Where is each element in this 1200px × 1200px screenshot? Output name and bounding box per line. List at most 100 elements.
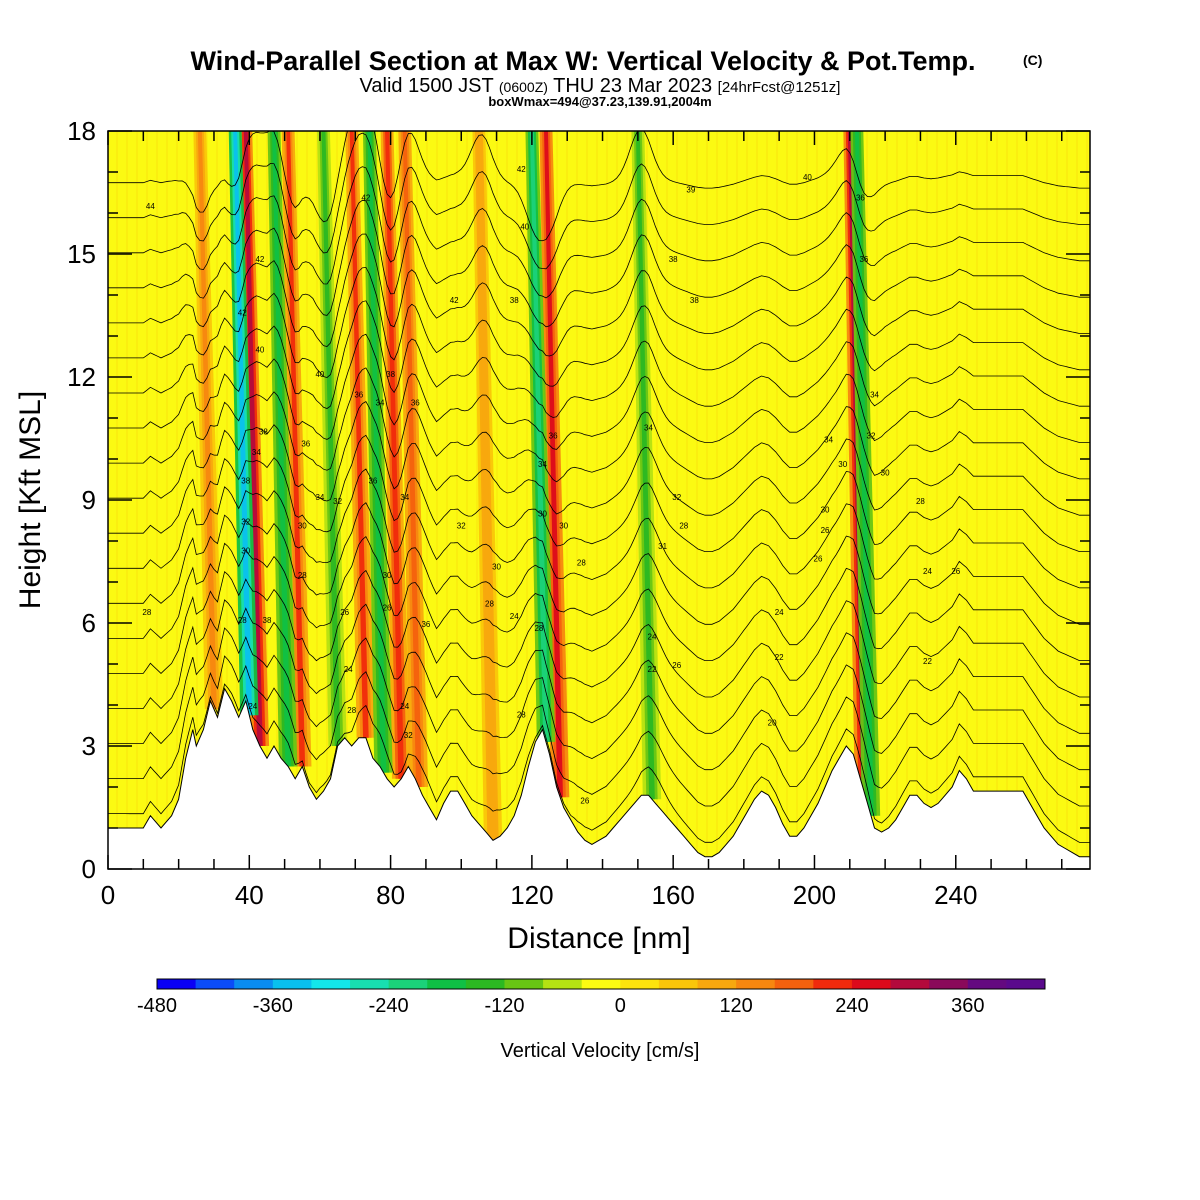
contour-label: 24 [248, 702, 257, 711]
contour-label: 30 [298, 522, 307, 531]
updraft-band [197, 131, 217, 710]
contour-label: 28 [517, 710, 526, 719]
contour-label: 38 [386, 370, 395, 379]
colorbar-swatch [851, 979, 892, 989]
contour-label: 22 [923, 657, 932, 666]
downdraft-band [272, 131, 291, 767]
theta-contour-line [108, 199, 1090, 328]
contour-label: 28 [485, 600, 494, 609]
contour-label: 44 [146, 202, 155, 211]
contour-label: 34 [376, 399, 385, 408]
contour-label: 40 [803, 173, 812, 182]
colorbar-swatch [272, 979, 312, 989]
theta-contour-line [108, 683, 1090, 843]
x-tick-label: 0 [101, 880, 115, 910]
contour-label: 40 [315, 370, 324, 379]
theta-contour-line [108, 233, 1090, 357]
contour-label: 24 [400, 702, 409, 711]
contour-label: 42 [361, 194, 370, 203]
contour-label: 28 [534, 624, 543, 633]
y-tick-label: 0 [82, 854, 96, 884]
contour-label: 26 [814, 555, 823, 564]
contour-label: 24 [648, 632, 657, 641]
contour-label: 26 [821, 526, 830, 535]
colorbar-swatch [697, 979, 737, 989]
contour-label: 34 [315, 493, 324, 502]
colorbar-swatch [427, 979, 467, 989]
contour-label: 36 [421, 620, 430, 629]
x-tick-label: 40 [235, 880, 264, 910]
chart-title: Wind-Parallel Section at Max W: Vertical… [191, 46, 976, 76]
colorbar-frame [156, 978, 1046, 990]
x-tick-label: 200 [793, 880, 836, 910]
downdraft-band [233, 131, 253, 716]
colorbar-tick-label: -360 [253, 995, 293, 1017]
theta-contour-line [108, 468, 1090, 589]
theta-contour-line [108, 655, 1090, 807]
contour-label: 36 [859, 255, 868, 264]
y-tick-label: 12 [67, 362, 96, 392]
colorbar-swatch [620, 979, 660, 989]
plot-area: 44 42 40 38 34 36 40 38 36 36 34 34 30 32 36 34 38 32 30 28… [108, 131, 1090, 869]
theta-contour-line [108, 367, 1090, 483]
terrain-mask [108, 687, 1090, 869]
colorbar-tick-label: 240 [835, 995, 868, 1017]
theta-contour-line [108, 132, 1090, 270]
theta-contour-line [108, 599, 1090, 734]
y-tick-label: 3 [82, 731, 96, 761]
colorbar-swatch [234, 979, 274, 989]
contour-label: 26 [580, 796, 589, 805]
colorbar-tick-label: -480 [137, 995, 177, 1017]
updraft-band [544, 131, 563, 798]
colorbar-swatch [543, 979, 583, 989]
theta-contour-line [108, 502, 1090, 625]
contour-label: 26 [340, 608, 349, 617]
contour-label: 32 [457, 522, 466, 531]
contour-label: 36 [354, 391, 363, 400]
colorbar-swatch [658, 979, 699, 989]
theta-contour-line [108, 627, 1090, 771]
contour-label: 39 [686, 186, 695, 195]
contour-label: 36 [549, 432, 558, 441]
contour-label: 36 [301, 440, 310, 449]
contour-label: 24 [775, 608, 784, 617]
contour-label: 34 [870, 391, 879, 400]
contour-label: 28 [916, 497, 925, 506]
y-tick-label: 18 [67, 116, 96, 146]
updraft-band [402, 131, 422, 787]
colorbar-tick-label: -240 [369, 995, 409, 1017]
copyright-mark: (C) [1023, 52, 1042, 68]
x-axis: 0 40 80 120 160 200 240 [101, 131, 1063, 910]
valid-utc: (0600Z) [499, 79, 548, 95]
contour-label: 32 [867, 432, 876, 441]
contour-label: 34 [252, 448, 261, 457]
contour-label: 32 [333, 497, 342, 506]
theta-contour-line [108, 300, 1090, 418]
contour-label: 30 [492, 563, 501, 572]
contour-label: 28 [347, 706, 356, 715]
colorbar-swatch [774, 979, 814, 989]
valid-time-line: Valid 1500 JST (0600Z) THU 23 Mar 2023 [… [360, 75, 841, 97]
theta-contour-line [108, 131, 1090, 242]
contour-label: 36 [411, 399, 420, 408]
contour-label: 28 [238, 616, 247, 625]
colorbar-swatch [388, 979, 428, 989]
colorbar-swatch [157, 979, 197, 989]
colorbar-label: Vertical Velocity [cm/s] [501, 1040, 700, 1062]
colorbar-swatch [350, 979, 390, 989]
colorbar: -480 -360 -240 -120 0 120 240 360 [137, 978, 1046, 1017]
contour-label: 22 [775, 653, 784, 662]
theta-contour-line [108, 333, 1090, 450]
downdraft-band [854, 131, 874, 816]
theta-contour-line [108, 401, 1090, 516]
contour-label: 40 [520, 222, 529, 231]
theta-contour-line [108, 266, 1090, 387]
colorbar-swatch [504, 979, 544, 989]
theta-contour-line [108, 569, 1090, 698]
colorbar-swatch [967, 979, 1007, 989]
theta-contour-line [108, 535, 1090, 661]
valid-prefix: Valid 1500 JST [360, 75, 494, 97]
contour-label: 30 [838, 460, 847, 469]
contour-label: 26 [951, 567, 960, 576]
